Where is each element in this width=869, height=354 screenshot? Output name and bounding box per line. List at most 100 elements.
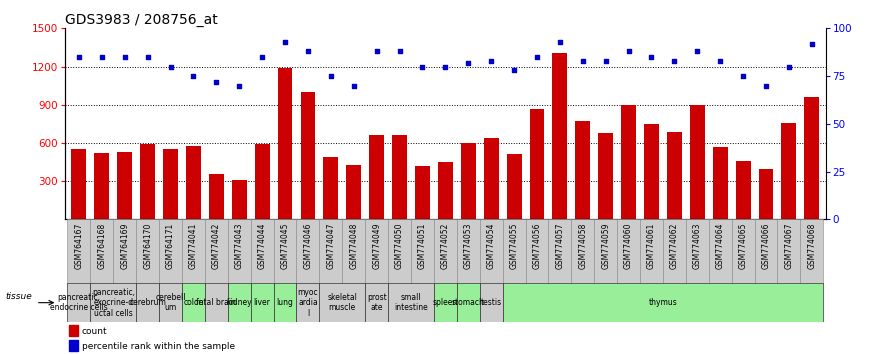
Bar (690, 105, 705, 219)
Point (187, 73, 201, 79)
Point (118, 54, 132, 60)
Text: stomach: stomach (452, 298, 485, 307)
Bar (365, 283, 388, 322)
Point (484, 58, 498, 64)
Bar (575, 121, 590, 219)
Text: GSM774043: GSM774043 (235, 223, 243, 269)
Point (713, 58, 727, 64)
Bar (736, 161, 751, 219)
Bar (296, 219, 320, 285)
Point (393, 48, 407, 54)
Point (141, 54, 155, 60)
Text: GSM774068: GSM774068 (807, 223, 816, 269)
Point (232, 83, 246, 88)
Text: GSM764170: GSM764170 (143, 223, 152, 269)
Point (438, 64, 452, 69)
Point (736, 73, 750, 79)
Bar (250, 219, 274, 285)
Bar (140, 144, 155, 219)
Bar (732, 219, 754, 285)
Bar (502, 283, 823, 322)
Bar (781, 122, 796, 219)
Bar (71, 149, 86, 219)
Text: GSM774049: GSM774049 (372, 223, 381, 269)
Bar (228, 283, 250, 322)
Point (278, 39, 292, 45)
Bar (621, 105, 636, 219)
Bar (232, 180, 247, 219)
Bar (434, 283, 457, 322)
Bar (759, 169, 773, 219)
Text: GSM774058: GSM774058 (578, 223, 587, 269)
Text: GSM774051: GSM774051 (418, 223, 427, 269)
Point (415, 64, 429, 69)
Text: prost
ate: prost ate (367, 293, 387, 312)
Text: colon: colon (183, 298, 203, 307)
Text: pancreatic,
exocrine-d
uctal cells: pancreatic, exocrine-d uctal cells (92, 288, 135, 318)
Text: GSM774045: GSM774045 (281, 223, 289, 269)
Point (759, 83, 773, 88)
Bar (228, 219, 250, 285)
Text: myoc
ardia
l: myoc ardia l (298, 288, 318, 318)
Bar (388, 219, 411, 285)
Point (72, 54, 86, 60)
Point (782, 64, 796, 69)
Bar (713, 147, 727, 219)
Text: GSM774060: GSM774060 (624, 223, 634, 269)
Bar (205, 283, 228, 322)
Bar (415, 166, 430, 219)
Point (645, 54, 659, 60)
Text: GSM764167: GSM764167 (75, 223, 83, 269)
Bar (644, 124, 659, 219)
Bar (182, 283, 205, 322)
Text: GSM774057: GSM774057 (555, 223, 564, 269)
Text: GSM774064: GSM774064 (716, 223, 725, 269)
Point (621, 48, 635, 54)
Text: cerebell
um: cerebell um (156, 293, 186, 312)
Text: thymus: thymus (648, 298, 677, 307)
Text: GSM774053: GSM774053 (464, 223, 473, 269)
Text: GSM774065: GSM774065 (739, 223, 747, 269)
Bar (274, 283, 296, 322)
Bar (778, 219, 800, 285)
Text: GSM774066: GSM774066 (761, 223, 771, 269)
Bar (457, 219, 480, 285)
Bar (205, 219, 228, 285)
Bar (484, 138, 499, 219)
Bar (365, 219, 388, 285)
Bar (323, 157, 338, 219)
Bar (709, 219, 732, 285)
Bar (69, 340, 78, 352)
Text: GSM774050: GSM774050 (395, 223, 404, 269)
Bar (392, 135, 407, 219)
Text: GSM774059: GSM774059 (601, 223, 610, 269)
Text: spleen: spleen (433, 298, 458, 307)
Point (667, 58, 681, 64)
Text: GSM774052: GSM774052 (441, 223, 450, 269)
Text: GSM774048: GSM774048 (349, 223, 358, 269)
Bar (159, 219, 182, 285)
Text: liver: liver (254, 298, 270, 307)
Text: GSM774061: GSM774061 (647, 223, 656, 269)
Bar (800, 219, 823, 285)
Text: testis: testis (481, 298, 501, 307)
Point (369, 48, 383, 54)
Text: GSM774067: GSM774067 (785, 223, 793, 269)
Bar (90, 219, 113, 285)
Text: skeletal
muscle: skeletal muscle (328, 293, 357, 312)
Text: GSM774044: GSM774044 (257, 223, 267, 269)
Text: GDS3983 / 208756_at: GDS3983 / 208756_at (65, 13, 218, 27)
Bar (667, 132, 682, 219)
Bar (69, 325, 78, 336)
Bar (159, 283, 182, 322)
Text: cerebrum: cerebrum (129, 298, 166, 307)
Text: GSM774056: GSM774056 (533, 223, 541, 269)
Bar (663, 219, 686, 285)
Bar (369, 135, 384, 219)
Text: GSM774047: GSM774047 (327, 223, 335, 269)
Text: count: count (82, 326, 108, 336)
Bar (571, 219, 594, 285)
Text: GSM774042: GSM774042 (212, 223, 221, 269)
Bar (320, 219, 342, 285)
Bar (277, 68, 293, 219)
